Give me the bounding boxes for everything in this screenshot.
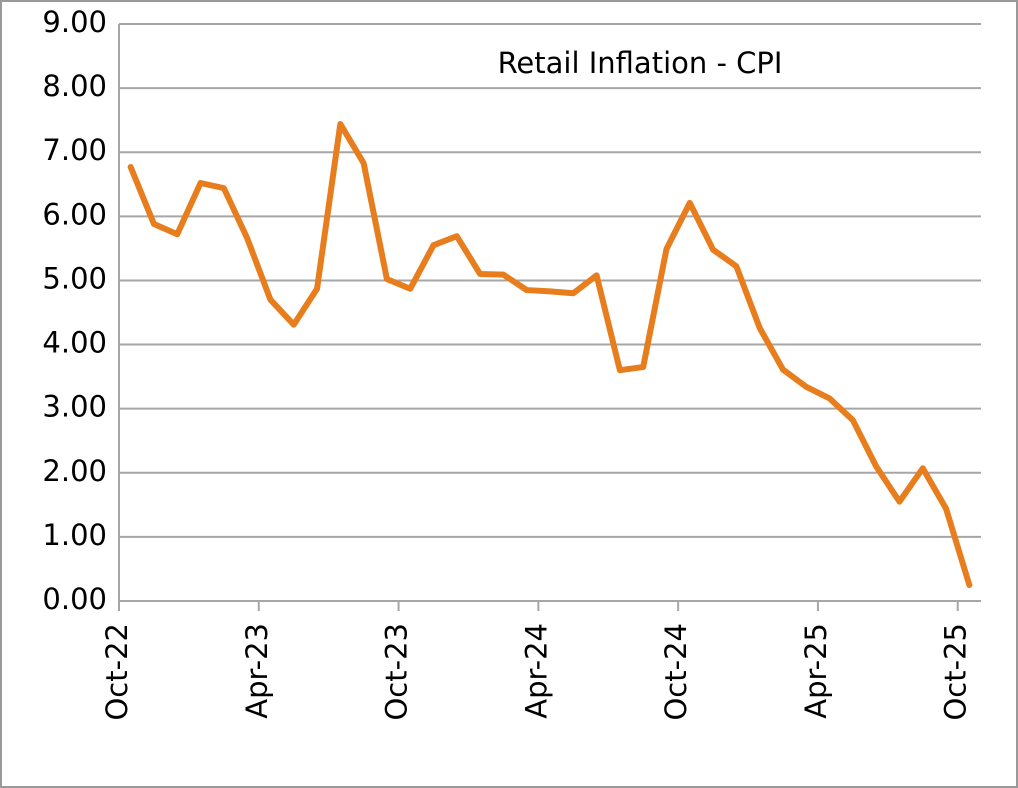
- x-tick-label: Apr-24: [519, 623, 553, 719]
- y-tick-label: 0.00: [42, 582, 107, 616]
- y-tick-label: 5.00: [42, 261, 107, 295]
- x-tick-label: Oct-25: [939, 623, 973, 721]
- y-tick-label: 2.00: [42, 454, 107, 488]
- y-tick-label: 3.00: [42, 390, 107, 424]
- y-tick-label: 9.00: [42, 5, 107, 39]
- x-tick-label: Apr-23: [240, 623, 274, 719]
- x-tick-label: Oct-24: [659, 623, 693, 721]
- y-tick-label: 8.00: [42, 69, 107, 103]
- x-tick-label: Oct-22: [100, 623, 134, 721]
- y-tick-label: 7.00: [42, 133, 107, 167]
- y-tick-label: 4.00: [42, 326, 107, 360]
- y-tick-label: 6.00: [42, 197, 107, 231]
- x-tick-label: Oct-23: [380, 623, 414, 721]
- chart-title: Retail Inflation - CPI: [498, 46, 783, 80]
- y-tick-label: 1.00: [42, 518, 107, 552]
- line-series: [127, 121, 973, 588]
- x-tick-label: Apr-25: [799, 623, 833, 719]
